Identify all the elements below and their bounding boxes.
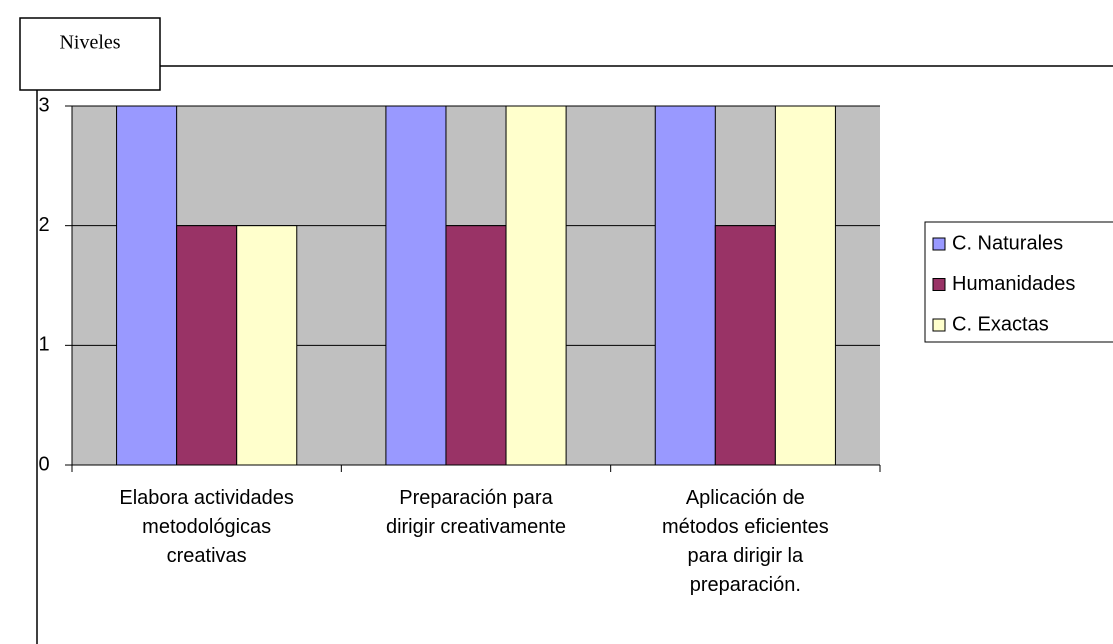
x-tick-label: Preparación para dirigir creativamente <box>385 487 567 538</box>
bar <box>714 225 776 466</box>
x-tick-label: Elabora actividades metodológicas creati… <box>119 487 294 567</box>
legend-label: C. Naturales <box>952 232 1063 254</box>
legend <box>924 221 1113 343</box>
bar <box>654 105 716 466</box>
chart-title: Niveles <box>59 32 120 54</box>
y-tick-label: 3 <box>38 94 49 116</box>
legend-swatch <box>932 318 946 332</box>
legend-swatch <box>932 278 946 291</box>
bar <box>236 225 298 466</box>
bars <box>116 105 836 466</box>
legend-label: Humanidades <box>952 273 1075 295</box>
y-tick-label: 1 <box>38 334 49 356</box>
bar <box>505 105 567 466</box>
y-tick-label: 0 <box>38 453 49 475</box>
title-box <box>19 17 161 91</box>
legend-swatch <box>932 237 946 251</box>
bar <box>774 105 836 466</box>
legend-label: C. Exactas <box>952 313 1049 335</box>
bar <box>116 105 178 466</box>
legend-items: C. Naturales Humanidades C. Exactas <box>932 232 1075 335</box>
bar <box>445 225 507 466</box>
x-tick-label: Aplicación de métodos eficientes para di… <box>661 487 829 596</box>
bar <box>176 225 238 466</box>
y-tick-label: 2 <box>38 214 49 236</box>
bar <box>385 105 447 466</box>
